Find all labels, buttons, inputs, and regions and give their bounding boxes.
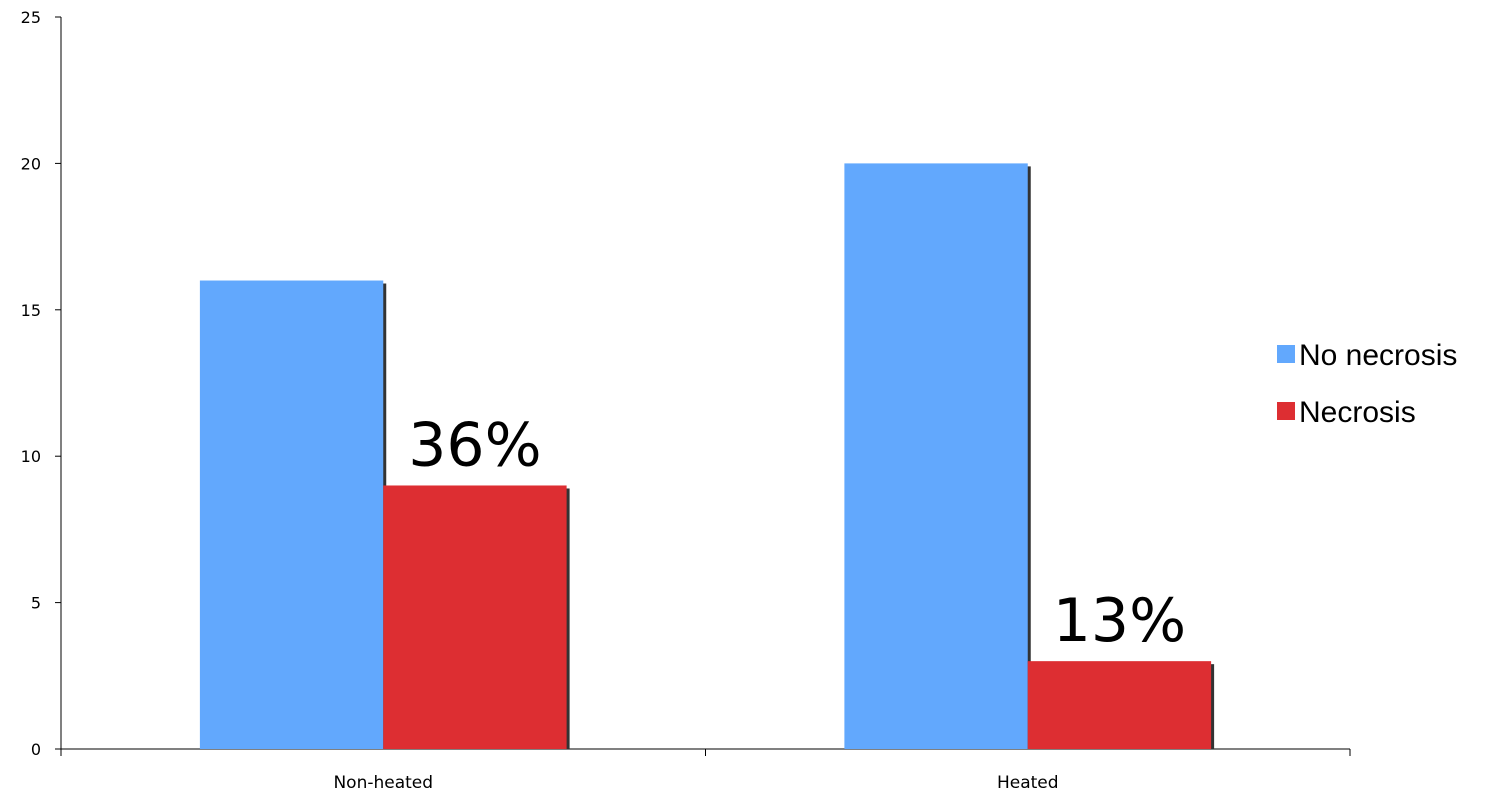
legend-swatch xyxy=(1277,402,1295,420)
y-tick-label: 10 xyxy=(21,447,41,466)
data-label: 13% xyxy=(1053,586,1186,656)
bars xyxy=(199,163,1215,749)
x-category-label: Non-heated xyxy=(333,773,433,793)
y-tick-label: 5 xyxy=(31,594,41,613)
bar-necrosis xyxy=(1027,661,1212,749)
data-labels: 36% 13% xyxy=(408,410,1186,656)
x-category-label: Heated xyxy=(997,773,1059,793)
y-tick-label: 0 xyxy=(31,740,41,759)
legend-label: Necrosis xyxy=(1299,396,1416,429)
bar-no-necrosis xyxy=(844,163,1028,749)
y-tick-label: 15 xyxy=(21,301,41,320)
y-axis: 0 5 10 15 20 25 xyxy=(21,8,62,759)
y-tick-label: 20 xyxy=(21,154,41,173)
data-label: 36% xyxy=(408,410,541,480)
legend-swatch xyxy=(1277,345,1295,363)
legend: No necrosis Necrosis xyxy=(1277,339,1457,429)
y-tick-label: 25 xyxy=(21,8,41,27)
bar-necrosis xyxy=(383,485,567,749)
legend-label: No necrosis xyxy=(1299,339,1457,372)
x-axis: Non-heated Heated xyxy=(60,748,1351,793)
bar-no-necrosis xyxy=(199,280,384,749)
